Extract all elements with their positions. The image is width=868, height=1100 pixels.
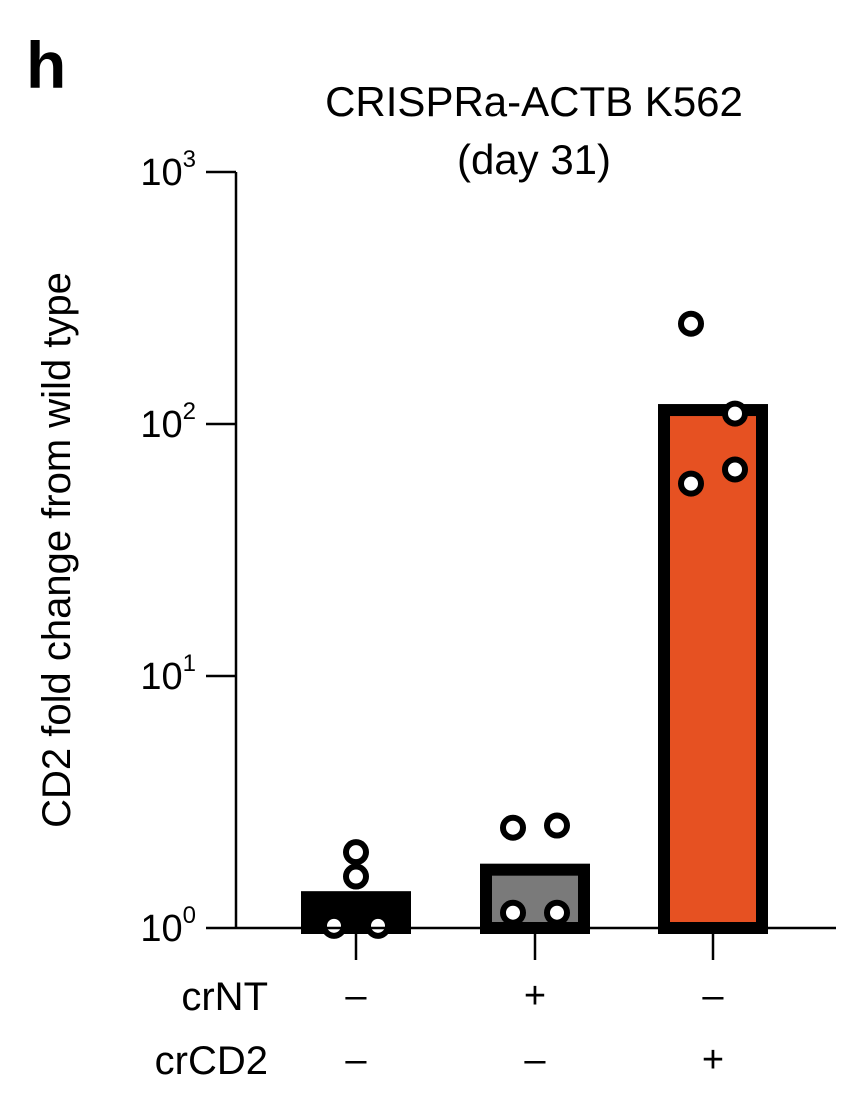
condition-table: crNT – + – crCD2 – – + [155, 975, 725, 1083]
panel-label: h [26, 28, 66, 102]
data-point [722, 400, 748, 427]
y-tick-label: 103 [140, 146, 196, 194]
bar-3 [658, 404, 768, 934]
data-point [678, 470, 704, 497]
data-points [321, 310, 748, 939]
condition-mark: + [702, 1039, 724, 1081]
condition-row-label: crNT [181, 975, 268, 1019]
y-tick-label: 101 [140, 650, 196, 698]
condition-mark: + [524, 975, 546, 1017]
data-point [343, 863, 369, 890]
y-tick-label: 100 [140, 902, 196, 950]
data-point [678, 310, 704, 337]
condition-mark: – [345, 975, 367, 1017]
bar-2 [480, 863, 590, 934]
data-point [343, 839, 369, 866]
chart-title-line-2: (day 31) [457, 136, 611, 183]
condition-row-label: crCD2 [155, 1039, 268, 1083]
data-point [500, 814, 526, 841]
x-axis [236, 926, 836, 960]
condition-mark: – [524, 1039, 546, 1081]
data-point [365, 912, 391, 939]
condition-mark: – [702, 975, 724, 1017]
data-point [544, 899, 570, 926]
chart-title-line-1: CRISPRa-ACTB K562 [325, 78, 743, 125]
data-point [500, 899, 526, 926]
data-point [544, 812, 570, 839]
data-point [722, 456, 748, 483]
y-tick-label: 102 [140, 398, 196, 446]
data-point [321, 912, 347, 939]
y-axis-label: CD2 fold change from wild type [35, 272, 79, 828]
condition-mark: – [345, 1039, 367, 1081]
y-axis: 100 101 102 103 [140, 146, 238, 950]
